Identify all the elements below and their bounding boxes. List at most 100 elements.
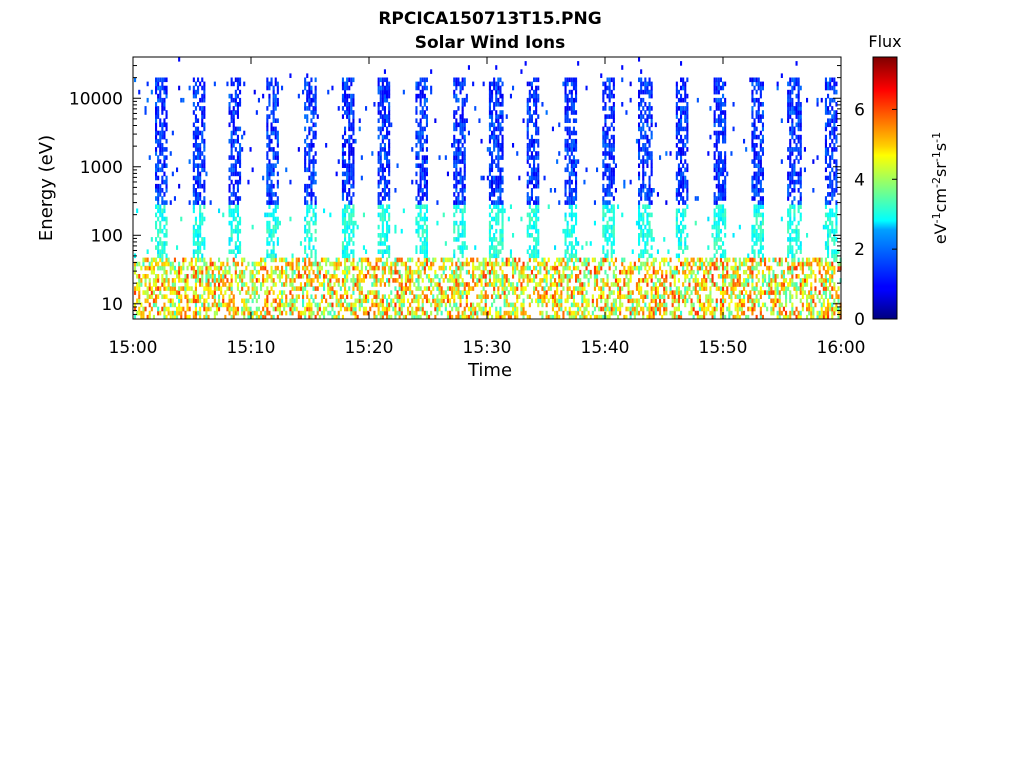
spectrogram-cell [270,188,273,193]
spectrogram-cell [455,208,458,214]
spectrogram-cell [629,81,632,87]
spectrogram-cell [232,200,235,205]
spectrogram-cell [268,171,271,177]
spectrogram-cell [430,85,433,91]
spectrogram-cell [176,310,179,316]
spectrogram-cell [239,278,242,283]
spectrogram-cell [682,179,685,185]
spectrogram-cell [463,224,466,230]
spectrogram-cell [386,93,389,99]
spectrogram-cell [488,220,491,226]
spectrogram-cell [411,298,414,304]
spectrogram-cell [558,314,561,320]
spectrogram-cell [218,269,221,275]
spectrogram-cell [575,314,578,320]
spectrogram-cell [537,241,540,246]
spectrogram-cell [297,93,300,99]
spectrogram-cell [407,269,410,275]
spectrogram-cell [533,208,536,214]
spectrogram-cell [570,81,573,87]
spectrogram-cell [694,290,697,295]
spectrogram-cell [407,265,410,271]
spectrogram-cell [640,77,643,83]
spectrogram-cell [535,97,538,103]
spectrogram-cell [161,196,164,201]
spectrogram-cell [157,241,160,246]
spectrogram-cell [373,274,376,279]
spectrogram-cell [539,310,542,316]
spectrogram-cell [564,138,567,144]
spectrogram-cell [381,93,384,99]
spectrogram-cell [356,278,359,283]
spectrogram-cell [650,310,653,316]
spectrogram-cell [467,130,470,136]
spectrogram-cell [486,294,489,299]
spectrogram-cell [701,265,704,271]
spectrogram-cell [346,179,349,185]
spectrogram-cell [612,106,615,111]
spectrogram-cell [260,286,263,291]
spectrogram-cell [652,257,655,263]
spectrogram-cell [318,282,321,287]
spectrogram-cell [497,179,500,185]
spectrogram-cell [654,306,657,312]
spectrogram-cell [192,204,195,209]
spectrogram-cell [274,224,277,230]
spectrogram-cell [346,204,349,209]
spectrogram-cell [686,138,689,144]
spectrogram-cell [194,220,197,226]
spectrogram-cell [564,261,567,267]
spectrogram-cell [537,200,540,205]
spectrogram-cell [677,89,680,95]
spectrogram-cell [197,245,200,250]
spectrogram-cell [159,228,162,234]
spectrogram-cell [480,306,483,312]
spectrogram-cell [533,167,536,173]
spectrogram-cell [228,265,231,271]
spectrogram-cell [644,85,647,91]
spectrogram-cell [663,282,666,287]
spectrogram-cell [266,179,269,185]
spectrogram-cell [675,212,678,218]
spectrogram-cell [535,245,538,250]
spectrogram-cell [354,282,357,287]
spectrogram-cell [255,269,258,275]
spectrogram-cell [501,237,504,242]
spectrogram-cell [686,245,689,250]
spectrogram-cell [394,228,397,234]
spectrogram-cell [335,274,338,279]
spectrogram-cell [713,208,716,214]
spectrogram-cell [419,89,422,95]
spectrogram-cell [274,106,277,111]
spectrogram-cell [157,233,160,238]
spectrogram-cell [199,81,202,87]
spectrogram-cell [581,245,584,250]
spectrogram-cell [455,85,458,91]
spectrogram-cell [698,265,701,271]
spectrogram-cell [377,159,380,164]
spectrogram-cell [320,310,323,316]
spectrogram-cell [528,212,531,218]
spectrogram-cell [562,81,565,87]
spectrogram-cell [396,261,399,267]
spectrogram-cell [488,192,491,197]
spectrogram-cell [163,249,166,254]
spectrogram-cell [644,224,647,230]
spectrogram-cell [155,110,158,115]
spectrogram-cell [499,196,502,201]
spectrogram-cell [459,171,462,177]
spectrogram-cell [659,298,662,304]
spectrogram-cell [377,294,380,299]
spectrogram-cell [566,151,569,156]
spectrogram-cell [572,77,575,83]
spectrogram-cell [260,261,263,267]
spectrogram-cell [260,265,263,271]
spectrogram-cell [419,204,422,209]
spectrogram-cell [602,89,605,95]
spectrogram-cell [377,77,380,83]
spectrogram-cell [442,257,445,263]
spectrogram-cell [577,278,580,283]
spectrogram-cell [308,302,311,308]
spectrogram-cell [614,274,617,279]
spectrogram-cell [684,159,687,164]
